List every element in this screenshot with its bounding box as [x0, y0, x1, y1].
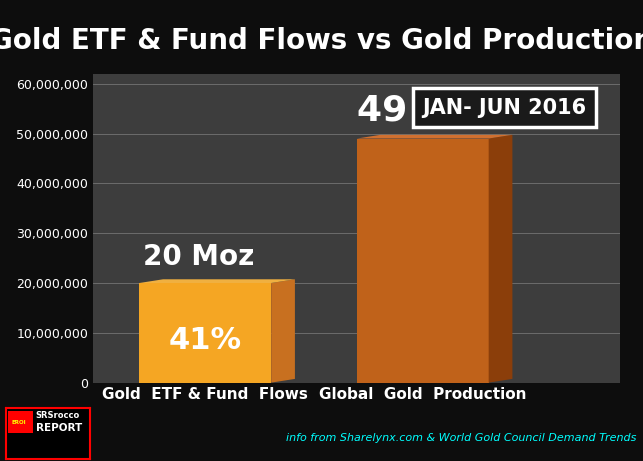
Text: 20 Moz: 20 Moz — [143, 242, 255, 271]
Polygon shape — [357, 138, 489, 383]
Text: REPORT: REPORT — [35, 423, 82, 433]
Polygon shape — [271, 279, 295, 383]
Text: JAN- JUN 2016: JAN- JUN 2016 — [422, 98, 586, 118]
Polygon shape — [489, 135, 512, 383]
Text: SRSrocco: SRSrocco — [35, 411, 80, 420]
Text: EROI: EROI — [12, 420, 26, 425]
Text: 49 Moz: 49 Moz — [357, 94, 502, 128]
Text: 41%: 41% — [168, 326, 242, 355]
Text: info from Sharelynx.com & World Gold Council Demand Trends: info from Sharelynx.com & World Gold Cou… — [286, 433, 637, 443]
Polygon shape — [140, 279, 295, 283]
Text: Gold ETF & Fund Flows vs Gold Production: Gold ETF & Fund Flows vs Gold Production — [0, 28, 643, 55]
Polygon shape — [140, 283, 271, 383]
Bar — [8, 411, 33, 433]
Polygon shape — [357, 135, 512, 138]
